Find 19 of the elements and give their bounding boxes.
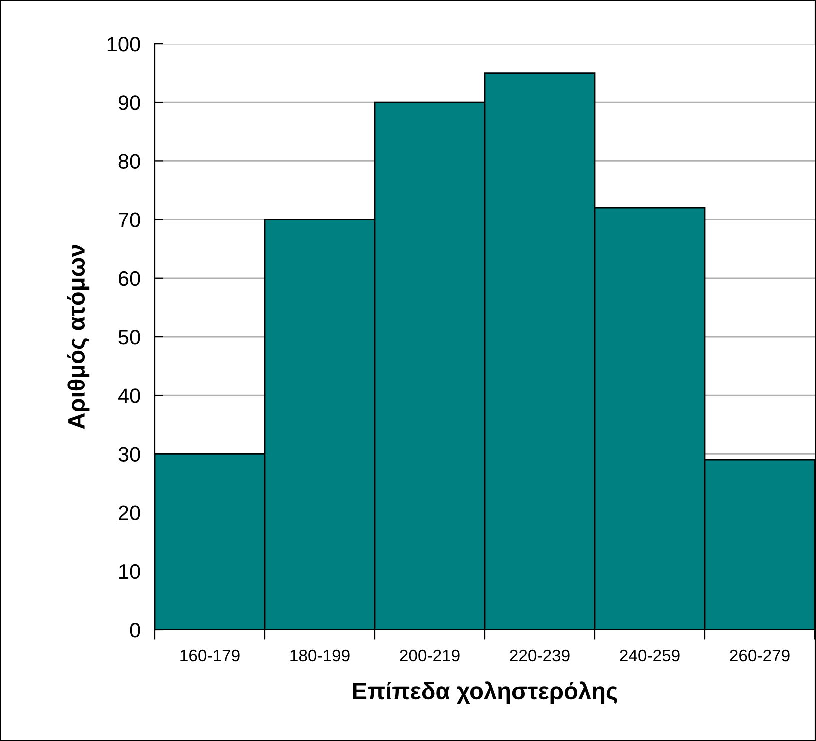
x-tick-label: 220-239 <box>510 650 570 662</box>
y-tick-label: 40 <box>118 388 140 404</box>
y-tick-label: 10 <box>120 564 140 580</box>
y-tick-label: 0 <box>130 623 140 638</box>
x-tick-label: 180-199 <box>290 650 350 662</box>
x-tick-label: 160-179 <box>180 650 240 662</box>
y-tick-label: 60 <box>119 271 140 286</box>
y-tick-label: 80 <box>118 154 140 169</box>
y-tick-label: 20 <box>118 506 140 521</box>
y-tick-label: 100 <box>108 37 140 52</box>
y-tick-label: 70 <box>119 212 140 228</box>
x-tick-label: 200-219 <box>400 650 460 662</box>
y-tick-label: 90 <box>118 96 140 110</box>
x-axis-title: Επίπεδα χοληστερόλης <box>353 682 618 704</box>
x-tick-label: 240-259 <box>620 650 680 662</box>
y-axis-title: Αριθμός ατόμων <box>67 245 90 430</box>
x-tick-label: 260-279 <box>730 650 790 662</box>
y-tick-label: 30 <box>118 447 140 462</box>
y-tick-label: 50 <box>118 330 140 345</box>
